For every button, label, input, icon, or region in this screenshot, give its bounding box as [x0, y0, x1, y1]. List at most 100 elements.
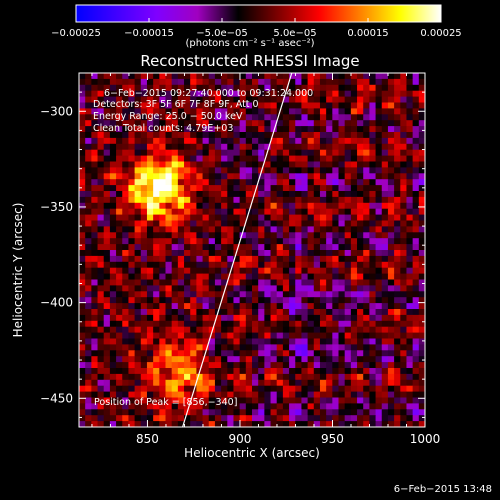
heatmap-cell	[202, 314, 210, 322]
heatmap-cell	[221, 90, 228, 97]
heatmap-cell	[276, 350, 284, 357]
heatmap-cell	[97, 214, 105, 221]
heatmap-cell	[381, 356, 389, 363]
heatmap-cell	[202, 279, 210, 286]
heatmap-cell	[116, 196, 123, 204]
heatmap-cell	[326, 356, 333, 363]
heatmap-cell	[239, 320, 247, 328]
heatmap-cell	[301, 297, 309, 304]
heatmap-cell	[190, 244, 197, 251]
heatmap-cell	[313, 167, 321, 174]
heatmap-cell	[227, 120, 234, 127]
heatmap-cell	[103, 244, 111, 251]
heatmap-cell	[184, 255, 191, 263]
heatmap-cell	[245, 137, 253, 145]
heatmap-cell	[264, 344, 271, 351]
heatmap-cell	[270, 120, 278, 127]
heatmap-cell	[375, 185, 383, 192]
heatmap-cell	[177, 191, 185, 198]
heatmap-cell	[159, 273, 166, 280]
heatmap-cell	[319, 291, 327, 298]
heatmap-cell	[295, 314, 302, 322]
heatmap-cell	[221, 84, 228, 92]
heatmap-cell	[134, 137, 142, 145]
heatmap-cell	[252, 338, 259, 345]
heatmap-cell	[196, 362, 203, 369]
heatmap-cell	[357, 385, 364, 392]
heatmap-cell	[301, 338, 309, 345]
heatmap-cell	[153, 320, 160, 328]
heatmap-cell	[412, 285, 420, 292]
heatmap-cell	[109, 297, 117, 304]
heatmap-cell	[418, 120, 426, 127]
heatmap-cell	[301, 84, 309, 92]
heatmap-cell	[245, 320, 253, 328]
heatmap-cell	[332, 373, 339, 381]
heatmap-cell	[190, 279, 197, 286]
heatmap-cell	[307, 291, 315, 298]
heatmap-cell	[301, 285, 309, 292]
heatmap-cell	[233, 155, 241, 162]
heatmap-cell	[116, 261, 123, 269]
heatmap-cell	[418, 102, 426, 109]
heatmap-cell	[301, 202, 309, 210]
heatmap-cell	[196, 279, 203, 286]
heatmap-cell	[387, 226, 395, 233]
heatmap-cell	[171, 161, 179, 168]
heatmap-cell	[91, 120, 98, 127]
heatmap-cell	[276, 132, 284, 139]
heatmap-cell	[307, 120, 315, 127]
heatmap-cell	[239, 379, 247, 387]
heatmap-cell	[289, 238, 296, 245]
heatmap-cell	[319, 120, 327, 127]
heatmap-cell	[245, 226, 253, 233]
heatmap-cell	[221, 344, 228, 351]
heatmap-cell	[116, 179, 123, 186]
heatmap-cell	[128, 73, 136, 80]
heatmap-cell	[264, 261, 271, 269]
heatmap-cell	[313, 373, 321, 381]
heatmap-cell	[159, 137, 166, 145]
heatmap-cell	[412, 338, 420, 345]
heatmap-cell	[146, 161, 154, 168]
heatmap-cell	[146, 391, 154, 398]
heatmap-cell	[103, 291, 111, 298]
heatmap-cell	[387, 338, 395, 345]
heatmap-cell	[332, 391, 339, 398]
heatmap-cell	[338, 149, 346, 156]
heatmap-cell	[177, 303, 185, 310]
heatmap-cell	[418, 309, 426, 316]
heatmap-cell	[295, 415, 302, 422]
heatmap-cell	[109, 208, 117, 215]
heatmap-cell	[357, 202, 364, 210]
heatmap-cell	[116, 344, 123, 351]
heatmap-cell	[153, 362, 160, 369]
heatmap-cell	[171, 143, 179, 151]
heatmap-cell	[338, 397, 346, 404]
annotation-detectors: Detectors: 3F 5F 6F 7F 8F 9F, Att 0	[93, 99, 259, 110]
heatmap-cell	[177, 403, 185, 410]
heatmap-cell	[295, 332, 302, 339]
heatmap-cell	[85, 279, 92, 286]
heatmap-cell	[85, 143, 92, 151]
heatmap-cell	[258, 338, 265, 345]
heatmap-cell	[375, 338, 383, 345]
heatmap-cell	[264, 350, 271, 357]
heatmap-cell	[369, 368, 376, 375]
heatmap-cell	[387, 368, 395, 375]
heatmap-cell	[264, 120, 271, 127]
heatmap-cell	[282, 326, 290, 333]
heatmap-cell	[363, 267, 370, 274]
heatmap-cell	[153, 303, 160, 310]
heatmap-cell	[338, 208, 346, 215]
heatmap-cell	[313, 102, 321, 109]
heatmap-cell	[128, 255, 136, 263]
heatmap-cell	[221, 279, 228, 286]
heatmap-cell	[338, 255, 346, 263]
heatmap-cell	[85, 250, 92, 257]
heatmap-cell	[276, 362, 284, 369]
heatmap-cell	[357, 403, 364, 410]
heatmap-cell	[307, 385, 315, 392]
heatmap-cell	[140, 120, 148, 127]
heatmap-cell	[350, 78, 358, 86]
